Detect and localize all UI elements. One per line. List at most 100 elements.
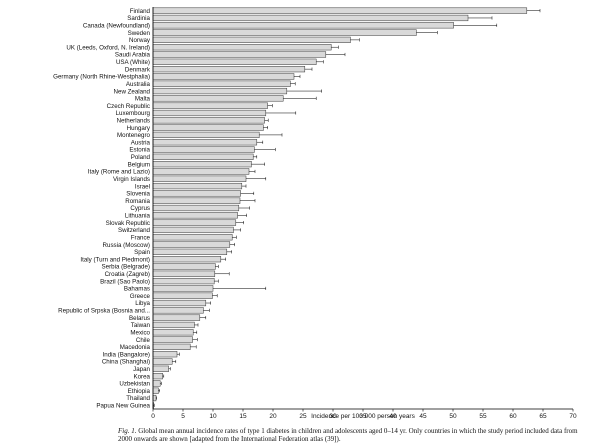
- category-label: Lithuania: [125, 213, 151, 220]
- bar: [152, 321, 195, 329]
- category-label: Canada (Newfoundland): [83, 22, 150, 29]
- category-label: Italy (Rome and Lazio): [88, 169, 150, 176]
- bar: [152, 29, 417, 36]
- caption-text: Global mean annual incidence rates of ty…: [118, 427, 578, 443]
- category-label: Uzbekistan: [119, 381, 150, 388]
- category-label: Republic of Srpska (Bosnia and...: [58, 308, 150, 315]
- category-label: Estonia: [129, 147, 150, 154]
- bar: [152, 263, 216, 270]
- bar: [152, 7, 528, 14]
- category-label: UK (Leeds, Oxford, N. Ireland): [66, 44, 150, 51]
- category-label: Greece: [130, 293, 151, 300]
- bar: [152, 299, 207, 307]
- category-label: Denmark: [125, 66, 151, 73]
- bar: [152, 197, 241, 204]
- category-label: Libya: [135, 300, 150, 307]
- category-label: New Zealand: [114, 88, 151, 95]
- bar: [152, 307, 204, 314]
- bar: [152, 168, 250, 175]
- category-label: Macedonia: [120, 344, 151, 351]
- bar: [152, 102, 268, 109]
- bar: [152, 44, 332, 51]
- bar: [152, 36, 351, 43]
- category-label: Virgin Islands: [113, 176, 150, 183]
- bar: [152, 219, 237, 226]
- category-label: Germany (North Rhine-Westphalia): [53, 74, 150, 81]
- bar: [152, 87, 288, 95]
- category-label: Serbia (Belgrade): [102, 264, 151, 271]
- category-label: Romania: [125, 198, 150, 205]
- category-label: Brazil (Sao Paolo): [100, 278, 150, 285]
- figure-caption: Fig. 1. Global mean annual incidence rat…: [118, 427, 588, 443]
- x-tick-label: 55: [479, 413, 487, 420]
- category-label: Taiwan: [131, 322, 151, 329]
- bar: [152, 95, 284, 102]
- bar: [152, 161, 252, 168]
- bar: [152, 73, 295, 80]
- category-label: Netherlands: [117, 117, 150, 124]
- x-tick-label: 50: [449, 413, 457, 420]
- category-label: Spain: [134, 249, 150, 256]
- bar: [152, 329, 194, 336]
- bar: [152, 153, 254, 160]
- category-label: Italy (Turn and Piedmont): [80, 256, 150, 263]
- figure-label: Fig. 1.: [118, 427, 137, 435]
- category-label: Thailand: [126, 395, 150, 402]
- category-label: Sardinia: [127, 15, 150, 22]
- bar: [152, 80, 291, 87]
- category-label: France: [131, 234, 151, 241]
- category-label: Finland: [130, 8, 151, 15]
- category-label: Croatia (Zagreb): [105, 271, 150, 278]
- bar: [152, 124, 264, 131]
- category-label: Japan: [133, 366, 150, 373]
- category-label: Sweden: [128, 30, 151, 37]
- error-bars-group: [153, 9, 541, 407]
- category-label: Austria: [131, 139, 151, 146]
- bar: [152, 336, 193, 343]
- x-tick-label: 5: [181, 413, 185, 420]
- bar: [152, 146, 255, 153]
- category-label: Hungary: [127, 125, 151, 132]
- bar: [152, 270, 216, 277]
- x-tick-label: 40: [389, 413, 397, 420]
- category-label: Ethiopia: [128, 388, 151, 395]
- bar: [152, 373, 163, 380]
- bars-group: [152, 7, 528, 409]
- bar: [152, 248, 228, 255]
- bar: [152, 387, 159, 394]
- bar: [152, 175, 247, 182]
- category-label: Mexico: [130, 329, 150, 336]
- bar: [152, 277, 215, 285]
- category-label: Luxembourg: [116, 110, 151, 117]
- category-label: USA (White): [116, 59, 150, 66]
- bar: [152, 204, 240, 212]
- bar: [152, 358, 173, 365]
- x-tick-label: 0: [151, 413, 155, 420]
- category-label: China (Shanghai): [102, 359, 150, 366]
- bar: [152, 131, 260, 139]
- category-label: Malta: [135, 96, 151, 103]
- x-tick-label: 60: [509, 413, 517, 420]
- x-tick-label: 70: [569, 413, 577, 420]
- category-label: Norway: [129, 37, 151, 44]
- category-label: Korea: [133, 373, 150, 380]
- bar: [152, 22, 454, 29]
- x-axis-label: Incidence per 100 000 person years: [311, 413, 415, 420]
- x-tick-label: 20: [269, 413, 277, 420]
- x-tick-label: 15: [239, 413, 247, 420]
- bar: [152, 51, 327, 58]
- category-label: India (Bangalore): [103, 351, 150, 358]
- bar: [152, 139, 258, 146]
- category-label: Belarus: [129, 315, 150, 322]
- x-tick-label: 10: [209, 413, 217, 420]
- x-tick-label: 45: [419, 413, 427, 420]
- bar: [152, 256, 222, 263]
- category-label: Australia: [126, 81, 151, 88]
- bar: [152, 343, 191, 350]
- bar: [152, 285, 214, 292]
- bar: [152, 66, 306, 73]
- bar: [152, 190, 241, 197]
- category-label: Switzerland: [118, 227, 151, 234]
- bar: [152, 241, 231, 248]
